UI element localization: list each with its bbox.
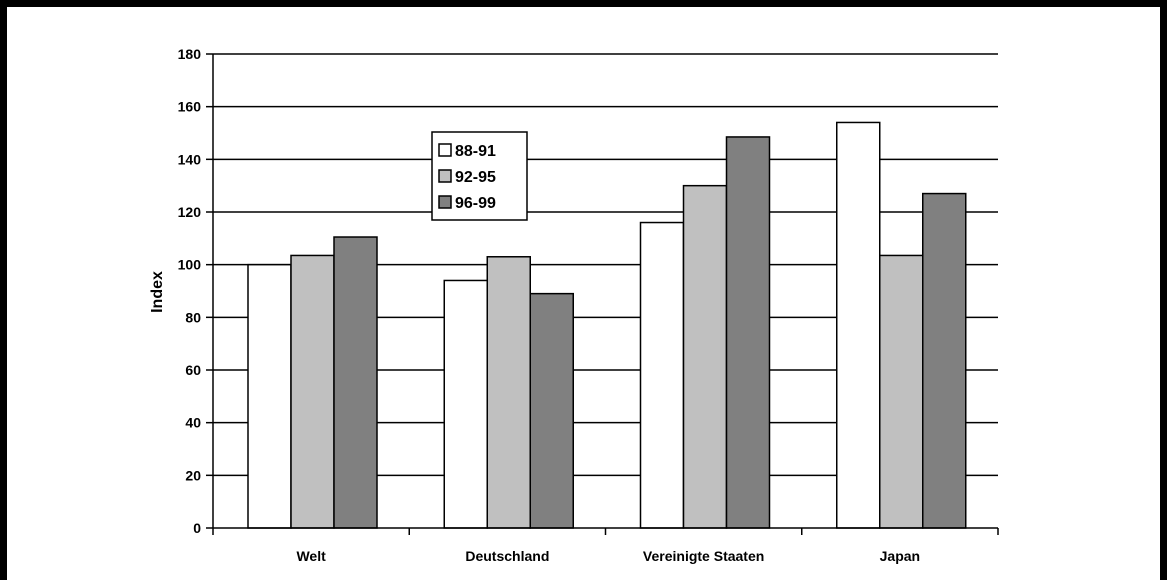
- bar-welt-96-99: [333, 236, 378, 529]
- legend-label-96-99: 96-99: [455, 195, 496, 212]
- y-tick-label-60: 60: [185, 362, 201, 378]
- legend-swatch-92-95: [438, 169, 452, 183]
- y-tick-label-0: 0: [193, 520, 201, 536]
- legend-swatch-96-99: [438, 195, 452, 209]
- x-tick-labels: Welt Deutschland Vereinigte Staaten Japan: [296, 548, 920, 564]
- y-tick-label-80: 80: [185, 309, 201, 325]
- x-tick-label-welt: Welt: [296, 548, 326, 564]
- bar-deutschland-96-99: [529, 292, 574, 529]
- y-tick-label-40: 40: [185, 415, 201, 431]
- y-tick-label-20: 20: [185, 467, 201, 483]
- bar-japan-88-91: [836, 121, 881, 529]
- bar-vereinigte-staaten-88-91: [639, 221, 685, 529]
- x-tick-label-japan: Japan: [880, 548, 920, 564]
- bar-welt-88-91: [247, 263, 292, 529]
- y-tick-label-100: 100: [178, 257, 202, 273]
- y-tick-label-160: 160: [178, 99, 202, 115]
- legend-label-88-91: 88-91: [455, 143, 496, 160]
- bar-deutschland-88-91: [443, 279, 488, 529]
- bar-welt-92-95: [290, 254, 335, 529]
- bars: [247, 121, 967, 529]
- y-tick-label-140: 140: [178, 151, 202, 167]
- y-axis-title: Index: [149, 271, 166, 313]
- bar-japan-96-99: [922, 192, 967, 529]
- y-tick-label-180: 180: [178, 46, 202, 62]
- x-tick-label-vereinigte-staaten: Vereinigte Staaten: [643, 548, 764, 564]
- bar-vereinigte-staaten-92-95: [682, 184, 728, 529]
- bar-deutschland-92-95: [486, 256, 531, 529]
- legend: 88-91 92-95 96-99: [431, 131, 528, 221]
- bar-vereinigte-staaten-96-99: [725, 136, 771, 529]
- bar-japan-92-95: [879, 254, 924, 529]
- axes: [206, 53, 999, 535]
- x-tick-label-deutschland: Deutschland: [465, 548, 549, 564]
- y-tick-labels: 0 20 40 60 80 100 120 140 160 180: [178, 46, 202, 536]
- legend-swatch-88-91: [438, 143, 452, 157]
- legend-label-92-95: 92-95: [455, 169, 496, 186]
- y-tick-label-120: 120: [178, 204, 202, 220]
